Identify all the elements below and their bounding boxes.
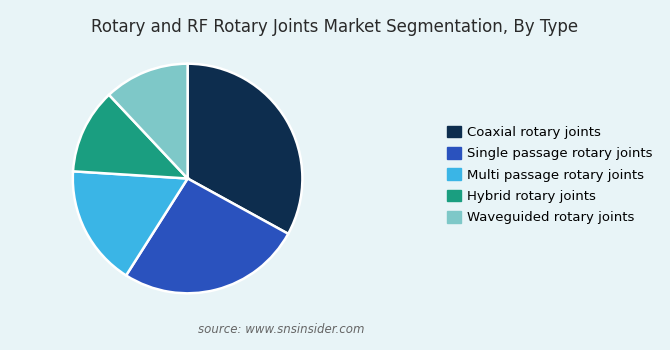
Wedge shape [188, 64, 302, 234]
Wedge shape [73, 95, 188, 178]
Wedge shape [126, 178, 288, 293]
Wedge shape [73, 171, 188, 275]
Text: Rotary and RF Rotary Joints Market Segmentation, By Type: Rotary and RF Rotary Joints Market Segme… [91, 18, 579, 35]
Wedge shape [109, 64, 188, 178]
Legend: Coaxial rotary joints, Single passage rotary joints, Multi passage rotary joints: Coaxial rotary joints, Single passage ro… [444, 122, 657, 228]
Text: source: www.snsinsider.com: source: www.snsinsider.com [198, 323, 364, 336]
